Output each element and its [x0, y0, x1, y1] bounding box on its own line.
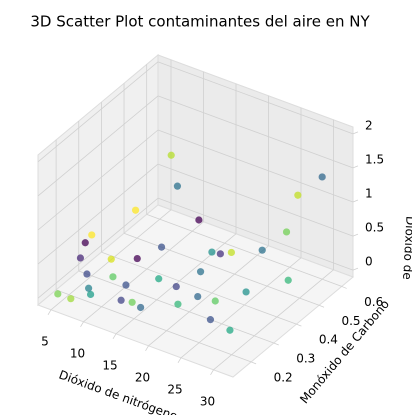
grid-line	[146, 214, 342, 287]
grid-line	[157, 163, 354, 237]
y-tick-label: 0.6	[364, 295, 383, 309]
point	[216, 250, 224, 258]
z-tick	[352, 131, 359, 135]
point	[67, 295, 75, 303]
y-tick	[296, 323, 302, 327]
x-tick-label: 15	[102, 358, 117, 372]
point	[88, 231, 96, 239]
point	[206, 316, 215, 324]
point	[85, 284, 93, 292]
point	[137, 303, 145, 312]
z-axis-label: Dióxido de	[400, 216, 412, 280]
point	[128, 298, 136, 306]
x-axis-label: Dióxido de nitrógeno	[57, 368, 179, 415]
z-tick-label: 1	[365, 187, 373, 201]
point	[227, 248, 235, 257]
point	[318, 173, 326, 181]
point	[258, 246, 266, 254]
x-tick-label: 5	[41, 334, 49, 348]
x-tick	[80, 321, 84, 328]
point	[167, 151, 175, 159]
point	[155, 275, 163, 283]
z-tick-label: 2	[365, 118, 373, 132]
point	[122, 281, 130, 289]
point	[131, 206, 140, 214]
z-tick	[352, 233, 359, 237]
z-tick-label: 0.5	[365, 221, 384, 235]
y-tick-label: 0.5	[341, 314, 360, 328]
grid-line	[180, 257, 302, 359]
grid-line	[37, 95, 159, 197]
point	[133, 254, 141, 263]
point	[226, 326, 234, 334]
x-tick-label: 10	[70, 346, 85, 360]
point	[107, 255, 115, 263]
point	[172, 282, 180, 291]
z-tick-label: 0	[365, 255, 373, 269]
point	[242, 288, 250, 296]
x-tick-label: 20	[135, 370, 150, 384]
point	[83, 270, 91, 278]
x-tick	[145, 345, 149, 352]
point	[194, 292, 202, 301]
y-tick	[273, 342, 279, 346]
point	[174, 300, 182, 308]
grid-line	[37, 197, 159, 299]
grid-line	[37, 61, 159, 163]
z-tick	[352, 199, 359, 203]
point	[282, 228, 291, 236]
point	[196, 268, 205, 276]
y-tick	[341, 286, 347, 289]
grid-line	[123, 232, 320, 306]
y-tick-label: 0.2	[274, 370, 293, 384]
point	[117, 296, 125, 304]
point	[76, 254, 85, 262]
x-tick	[47, 309, 52, 316]
point	[81, 239, 89, 247]
x-tick-label: 30	[200, 394, 215, 408]
z-tick	[352, 267, 359, 271]
grid-line	[157, 61, 354, 135]
x-tick-label: 25	[167, 382, 182, 396]
pane-floor	[37, 204, 354, 378]
point	[86, 290, 95, 299]
point	[195, 216, 203, 224]
point	[173, 182, 182, 190]
grid-line	[157, 95, 354, 169]
z-tick-label: 1.5	[365, 152, 384, 166]
x-tick	[177, 357, 182, 364]
x-tick	[210, 369, 214, 376]
grid-line	[37, 129, 159, 231]
grid-line	[148, 245, 269, 347]
grid-line	[101, 251, 297, 325]
chart-title: 3D Scatter Plot contaminantes del aire e…	[30, 13, 370, 31]
grid-line	[157, 129, 354, 203]
y-tick-label: 0.4	[319, 333, 338, 347]
grid-line	[83, 221, 204, 323]
point	[157, 243, 166, 251]
y-tick	[250, 361, 257, 365]
y-tick-label: 0.3	[296, 352, 315, 366]
point	[294, 191, 302, 199]
point	[109, 273, 117, 281]
x-tick	[112, 333, 117, 340]
point	[208, 248, 216, 256]
grid-line	[55, 289, 252, 363]
point	[284, 276, 292, 284]
grid-line	[213, 269, 334, 371]
point	[211, 297, 219, 305]
grid-line	[157, 197, 354, 271]
z-tick	[352, 165, 359, 169]
point	[54, 290, 62, 298]
grid-line	[37, 163, 159, 265]
y-tick	[318, 304, 325, 308]
